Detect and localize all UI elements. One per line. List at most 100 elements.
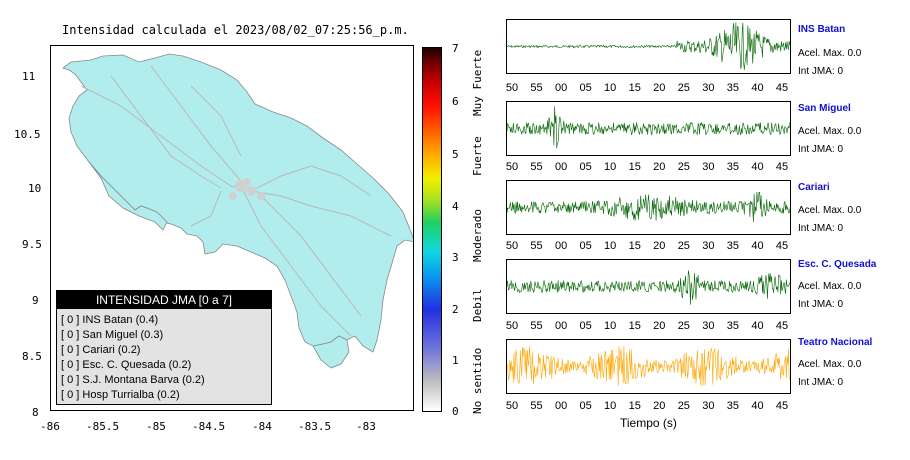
waveform-tick: 40 [751,240,764,252]
waveform-tick: 00 [554,161,568,173]
map-y-tick: 10 [28,182,42,195]
waveform-tick: 20 [653,82,666,94]
waveform-tick: 30 [702,82,715,94]
waveform-panel [506,180,791,235]
map-x-tick: -84.5 [192,420,226,433]
station-int: Int JMA: 0 [798,66,844,77]
map-y-tick: 9 [32,294,39,307]
waveform-tick: 40 [751,161,764,173]
waveform-tick: 45 [775,320,789,332]
waveform-tick: 25 [677,240,690,252]
station-acel: Acel. Max. 0.0 [798,205,862,216]
station-acel: Acel. Max. 0.0 [798,281,862,292]
map-y-tick: 11 [22,70,36,83]
waveform-tick: 35 [726,400,740,412]
colorbar-level-label: Moderado [471,209,484,262]
waveform-tick: 25 [677,400,690,412]
waveform-tick: 40 [751,400,764,412]
station-name: Teatro Nacional [798,337,873,348]
waveform-tick: 45 [775,240,789,252]
waveform-ticks: 50 55 00 05 10 15 20 25 30 35 40 45 [506,161,791,173]
map-x-tick: -86 [40,420,60,433]
waveform-tick: 35 [726,240,740,252]
waveform-tick: 00 [554,320,568,332]
waveform-tick: 10 [604,161,617,173]
waveform-line [507,191,790,223]
waveform-tick: 50 [505,82,519,94]
station-int: Int JMA: 0 [798,223,844,234]
station-acel: Acel. Max. 0.0 [798,126,862,137]
waveform-tick: 50 [505,161,519,173]
colorbar-level-label: No sentido [471,347,484,414]
station-name: San Miguel [798,103,851,114]
waveform-tick: 00 [554,82,568,94]
waveform-tick: 05 [579,400,592,412]
waveform-tick: 30 [702,400,715,412]
waveform-tick: 55 [530,161,543,173]
waveform-ticks: 50 55 00 05 10 15 20 25 30 35 40 45 [506,82,791,94]
map-title: Intensidad calculada el 2023/08/02_07:25… [62,23,409,37]
waveform-tick: 35 [726,161,740,173]
waveform-tick: 25 [677,161,690,173]
legend-item: [ 0 ] S.J. Montana Barva (0.2) [57,373,271,388]
legend-label: INS Batan (0.4) [82,314,159,326]
costa-rica-map-svg [62,53,413,369]
colorbar-number: 6 [452,95,459,108]
waveform-panel [506,101,791,156]
city-cluster [229,178,265,200]
legend-item: [ 0 ] Esc. C. Quesada (0.2) [57,358,271,373]
waveform-tick: 15 [628,320,641,332]
station-acel: Acel. Max. 0.0 [798,48,862,59]
colorbar-level-label: Fuerte [471,136,484,176]
station-int: Int JMA: 0 [798,377,844,388]
waveform-line [507,270,790,305]
legend-item: [ 0 ] San Miguel (0.3) [57,328,271,343]
waveform-tick: 05 [579,161,592,173]
waveform-trace [507,22,790,70]
waveform-ticks: 50 55 00 05 10 15 20 25 30 35 40 45 [506,240,791,252]
waveform-tick: 40 [751,320,764,332]
colorbar-number: 3 [452,251,459,264]
colorbar-number: 4 [452,200,459,213]
waveform-tick: 50 [505,240,519,252]
waveform-trace [507,345,790,387]
waveform-panel [506,259,791,314]
nicoya-peninsula [88,161,168,231]
waveform-tick: 35 [726,82,740,94]
waveform-tick: 15 [628,161,641,173]
waveform-tick: 25 [677,320,690,332]
station-acel: Acel. Max. 0.0 [798,359,862,370]
colorbar-number: 5 [452,148,459,161]
waveform-tick: 55 [530,240,543,252]
waveform-ticks: 50 55 00 05 10 15 20 25 30 35 40 45 [506,320,791,332]
colorbar-number: 0 [452,405,459,418]
intensity-legend: INTENSIDAD JMA [0 a 7] [ 0 ] INS Batan (… [56,290,272,405]
waveform-tick: 45 [775,82,789,94]
colorbar-level-label: Debil [471,288,484,322]
waveform-tick: 55 [530,82,543,94]
waveform-tick: 05 [579,240,592,252]
waveform-line [507,22,790,70]
colorbar-level-label: Muy Fuerte [471,49,484,116]
waveform-trace [507,191,790,223]
waveform-tick: 05 [579,82,592,94]
road-network [80,65,392,337]
map-x-tick: -83.5 [298,420,332,433]
waveform-tick: 45 [775,400,789,412]
waveform-tick: 50 [505,320,519,332]
station-int: Int JMA: 0 [798,299,844,310]
legend-item: [ 0 ] Hosp Turrialba (0.2) [57,388,271,403]
waveform-line [507,106,790,149]
waveform-tick: 20 [653,161,666,173]
intensity-colorbar [422,47,442,412]
legend-label: Hosp Turrialba (0.2) [82,389,180,401]
waveform-trace [507,106,790,149]
map-y-tick: 8 [32,406,39,419]
legend-label: Esc. C. Quesada (0.2) [82,359,192,371]
colorbar-number: 7 [452,42,459,55]
waveform-panel [506,19,791,74]
legend-bracket: [ 0 ] [61,374,80,386]
waveform-tick: 35 [726,320,740,332]
map-x-tick: -85 [146,420,166,433]
station-name: Cariari [798,182,830,193]
